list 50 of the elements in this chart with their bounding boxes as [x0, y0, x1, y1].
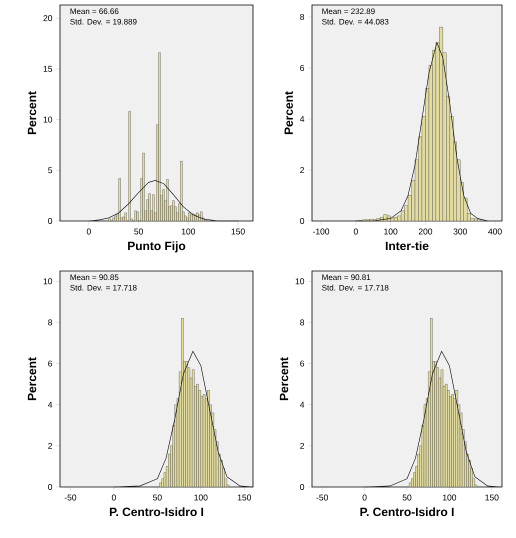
x-tick-label: 400 — [488, 228, 502, 235]
x-tick-label: 50 — [402, 494, 412, 501]
x-tick-label: -50 — [64, 494, 76, 501]
y-tick-label: 0 — [300, 218, 304, 224]
y-tick-label: 0 — [300, 484, 304, 490]
x-tick-label: 150 — [238, 494, 252, 501]
y-tick-label: 2 — [300, 167, 304, 173]
y-tick-label: 15 — [44, 66, 52, 72]
y-tick-label: 8 — [300, 14, 304, 20]
x-tick-label: 100 — [182, 228, 196, 235]
x-tick-label: 50 — [134, 228, 143, 235]
y-tick-label: 10 — [44, 278, 52, 284]
y-tick-label: 10 — [44, 116, 52, 123]
x-tick-label: 50 — [153, 494, 162, 501]
y-tick-label: 2 — [48, 442, 52, 449]
y-tick-label: 5 — [48, 167, 52, 174]
x-tick-label: 100 — [442, 494, 456, 501]
y-axis-title: Percent — [28, 91, 36, 134]
x-tick-label: -100 — [312, 228, 330, 235]
y-axis-title: Percent — [280, 357, 288, 400]
y-tick-label: 2 — [300, 442, 304, 449]
y-tick-label: 6 — [48, 360, 52, 367]
x-axis-title: Inter-tie — [386, 241, 429, 250]
y-tick-label: 4 — [48, 402, 52, 408]
x-tick-label: 150 — [232, 228, 245, 235]
x-tick-label: 300 — [454, 228, 467, 235]
y-tick-label: 4 — [300, 116, 304, 122]
y-tick-label: 20 — [43, 15, 52, 22]
x-tick-label: 0 — [354, 228, 358, 235]
y-axis-title: Percent — [284, 91, 293, 134]
y-tick-label: 4 — [300, 402, 304, 408]
x-tick-label: 0 — [362, 494, 367, 501]
x-axis-title: Punto Fijo — [128, 241, 186, 252]
x-tick-label: -50 — [316, 494, 328, 501]
y-axis-title: Percent — [28, 357, 36, 400]
y-tick-label: 6 — [300, 64, 304, 71]
y-tick-label: 8 — [300, 319, 304, 326]
x-tick-label: 200 — [418, 228, 432, 235]
x-axis-title: P. Centro-Isidro I — [360, 507, 454, 516]
x-tick-label: 100 — [194, 494, 208, 501]
x-tick-label: 150 — [485, 494, 499, 501]
y-tick-label: 6 — [300, 360, 304, 367]
y-tick-label: 0 — [48, 218, 52, 224]
y-tick-label: 0 — [48, 484, 52, 490]
y-tick-label: 10 — [296, 278, 304, 284]
x-axis-title: P. Centro-Isidro I — [110, 507, 204, 516]
x-tick-label: 0 — [86, 228, 91, 235]
x-tick-label: 100 — [384, 228, 398, 235]
y-tick-label: 8 — [48, 319, 52, 326]
x-tick-label: 0 — [112, 494, 116, 501]
